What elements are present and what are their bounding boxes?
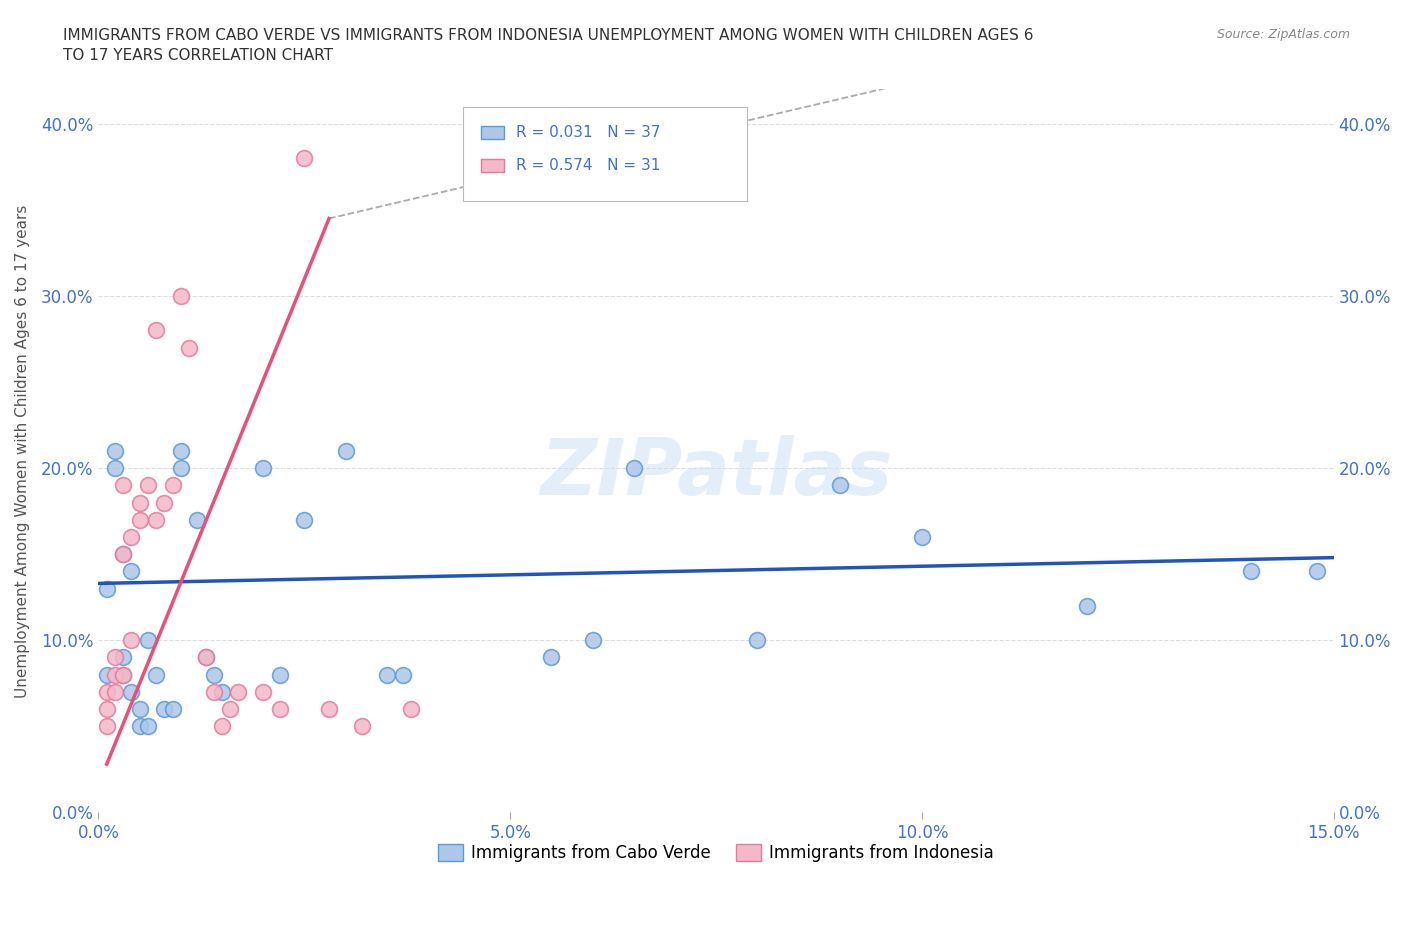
Point bbox=[120, 564, 142, 578]
Point bbox=[194, 650, 217, 665]
Point bbox=[136, 478, 159, 493]
Point bbox=[219, 701, 242, 716]
Point bbox=[350, 719, 373, 734]
Point bbox=[228, 684, 250, 699]
Point bbox=[112, 478, 135, 493]
Point bbox=[162, 701, 184, 716]
Point bbox=[128, 719, 150, 734]
Text: ZIPatlas: ZIPatlas bbox=[540, 434, 893, 511]
Point bbox=[269, 667, 291, 682]
Point bbox=[252, 460, 274, 475]
Point bbox=[120, 632, 142, 647]
Point bbox=[581, 632, 603, 647]
Point bbox=[211, 719, 233, 734]
Point bbox=[145, 323, 167, 338]
Point bbox=[177, 340, 200, 355]
Point bbox=[112, 547, 135, 562]
Point bbox=[96, 667, 118, 682]
Point bbox=[153, 495, 176, 510]
Point bbox=[252, 684, 274, 699]
Point bbox=[170, 288, 193, 303]
Point bbox=[292, 151, 315, 166]
Point bbox=[104, 684, 127, 699]
Point bbox=[392, 667, 415, 682]
Point bbox=[128, 495, 150, 510]
Point bbox=[911, 529, 934, 544]
Point bbox=[269, 701, 291, 716]
Point bbox=[170, 444, 193, 458]
Point bbox=[162, 478, 184, 493]
Point bbox=[104, 444, 127, 458]
Point bbox=[401, 701, 423, 716]
Point bbox=[112, 667, 135, 682]
Point bbox=[202, 684, 225, 699]
Point bbox=[145, 667, 167, 682]
Point bbox=[145, 512, 167, 527]
Point bbox=[202, 667, 225, 682]
Point bbox=[1240, 564, 1263, 578]
Point bbox=[104, 650, 127, 665]
Text: R = 0.031   N = 37: R = 0.031 N = 37 bbox=[516, 126, 661, 140]
Point bbox=[136, 719, 159, 734]
Point bbox=[828, 478, 851, 493]
Point bbox=[128, 512, 150, 527]
Point bbox=[170, 460, 193, 475]
Point bbox=[112, 547, 135, 562]
Point bbox=[1076, 598, 1098, 613]
Point bbox=[120, 684, 142, 699]
FancyBboxPatch shape bbox=[481, 126, 503, 140]
Point bbox=[104, 460, 127, 475]
Text: IMMIGRANTS FROM CABO VERDE VS IMMIGRANTS FROM INDONESIA UNEMPLOYMENT AMONG WOMEN: IMMIGRANTS FROM CABO VERDE VS IMMIGRANTS… bbox=[63, 28, 1033, 62]
Point bbox=[292, 512, 315, 527]
Point bbox=[136, 632, 159, 647]
FancyBboxPatch shape bbox=[481, 159, 503, 172]
Point bbox=[153, 701, 176, 716]
Text: R = 0.574   N = 31: R = 0.574 N = 31 bbox=[516, 158, 661, 173]
Point bbox=[540, 650, 562, 665]
Point bbox=[112, 667, 135, 682]
Point bbox=[104, 667, 127, 682]
Y-axis label: Unemployment Among Women with Children Ages 6 to 17 years: Unemployment Among Women with Children A… bbox=[15, 205, 30, 698]
Point bbox=[194, 650, 217, 665]
Point bbox=[96, 719, 118, 734]
Point bbox=[335, 444, 357, 458]
Legend: Immigrants from Cabo Verde, Immigrants from Indonesia: Immigrants from Cabo Verde, Immigrants f… bbox=[432, 838, 1001, 870]
Point bbox=[96, 701, 118, 716]
Point bbox=[747, 632, 769, 647]
Point bbox=[96, 581, 118, 596]
Point bbox=[318, 701, 340, 716]
Point bbox=[375, 667, 398, 682]
Point bbox=[186, 512, 208, 527]
Point bbox=[96, 684, 118, 699]
Point bbox=[128, 701, 150, 716]
Point bbox=[211, 684, 233, 699]
Text: Source: ZipAtlas.com: Source: ZipAtlas.com bbox=[1216, 28, 1350, 41]
Point bbox=[120, 529, 142, 544]
Point bbox=[112, 650, 135, 665]
Point bbox=[623, 460, 645, 475]
FancyBboxPatch shape bbox=[463, 108, 747, 202]
Point bbox=[1306, 564, 1329, 578]
